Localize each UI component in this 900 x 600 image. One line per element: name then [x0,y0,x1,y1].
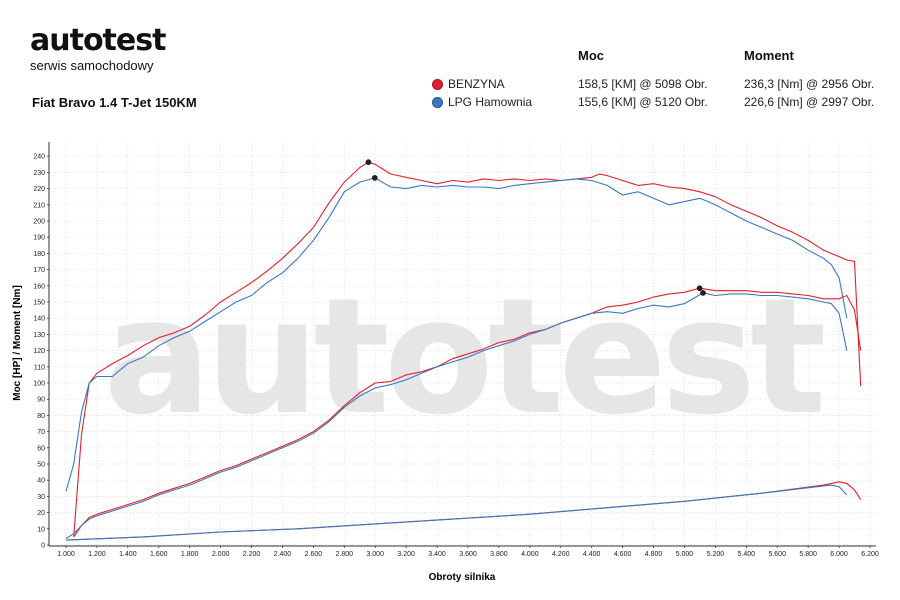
x-axis-label: Obroty silnika [429,572,496,583]
brand-logo: autotest serwis samochodowy [30,23,166,74]
x-tick-label: 2.400 [274,551,292,558]
legend-power-value: 158,5 [KM] @ 5098 Obr. [578,77,708,91]
x-tick-label: 5.000 [676,551,694,558]
x-tick-label: 5.600 [768,551,786,558]
y-tick-label: 210 [33,202,45,209]
series-line-power [65,292,848,539]
x-tick-label: 4.200 [552,551,570,558]
x-tick-label: 2.600 [305,551,323,558]
peak-marker [365,159,372,166]
series-line-torque [73,161,862,537]
y-tick-label: 240 [33,154,45,161]
x-tick-label: 4.000 [521,551,539,558]
x-tick-label: 2.200 [243,551,261,558]
tick-labels: 0 10 20 30 40 50 60 70 80 90 100 110 120 130 140 150 160… [33,154,879,558]
y-tick-label: 60 [37,445,45,452]
grid [49,142,876,546]
y-tick-label: 20 [37,510,45,517]
legend-power-value: 155,6 [KM] @ 5120 Obr. [578,95,708,109]
x-tick-label: 1.800 [181,551,199,558]
legend-entry-benzyna: BENZYNA [433,77,505,91]
y-tick-label: 130 [33,332,45,339]
logo-subtitle: serwis samochodowy [30,58,154,73]
y-tick-label: 70 [37,429,45,436]
peak-marker [696,285,703,292]
x-tick-label: 5.200 [707,551,725,558]
y-tick-label: 110 [34,364,45,371]
y-tick-label: 190 [33,235,45,242]
x-tick-label: 3.200 [397,551,415,558]
x-tick-label: 4.400 [583,551,601,558]
y-tick-label: 150 [33,300,45,307]
y-tick-label: 140 [33,316,45,323]
y-tick-label: 90 [37,397,45,404]
legend-torque-value: 236,3 [Nm] @ 2956 Obr. [744,77,875,91]
y-tick-label: 230 [33,170,45,177]
peak-markers [365,159,706,296]
x-tick-label: 4.600 [614,551,632,558]
series-lines [65,161,862,541]
legend-label: BENZYNA [448,77,505,91]
y-tick-label: 160 [33,283,45,290]
y-tick-label: 200 [33,219,45,226]
legend-dot-red-icon [433,80,442,89]
legend-label: LPG Hamownia [448,95,533,109]
y-tick-label: 80 [37,413,45,420]
x-tick-label: 6.000 [830,551,848,558]
y-tick-label: 10 [37,526,45,533]
plot-area [49,142,876,546]
x-tick-label: 3.400 [428,551,446,558]
y-tick-label: 220 [33,186,45,193]
y-tick-label: 100 [33,381,45,388]
x-tick-label: 1.200 [88,551,106,558]
series-line-power [73,287,862,538]
x-tick-label: 4.800 [645,551,663,558]
series-line-torque [65,177,848,492]
x-tick-label: 6.200 [861,551,879,558]
column-header-torque: Moment [744,48,794,63]
y-tick-label: 120 [33,348,45,355]
y-tick-label: 170 [33,267,45,274]
x-tick-label: 3.800 [490,551,508,558]
legend-dot-blue-icon [433,98,442,107]
x-tick-label: 1.400 [119,551,137,558]
y-tick-label: 50 [37,462,45,469]
logo-wordmark: autotest [30,23,166,58]
x-tick-label: 2.800 [336,551,354,558]
peak-marker [371,175,378,181]
x-tick-label: 3.000 [366,551,384,558]
peak-marker [700,290,706,296]
y-tick-label: 0 [41,543,45,550]
x-tick-label: 1.600 [150,551,168,558]
x-tick-label: 5.400 [738,551,756,558]
legend-entry-lpg: LPG Hamownia [433,95,532,109]
legend-torque-value: 226,6 [Nm] @ 2997 Obr. [744,95,875,109]
column-header-power: Moc [578,48,604,63]
axes [47,142,876,548]
x-tick-label: 1.000 [57,551,75,558]
series-line-aux [65,484,848,541]
x-tick-label: 2.000 [212,551,230,558]
car-title: Fiat Bravo 1.4 T-Jet 150KM [32,95,197,110]
y-axis-label: Moc [HP] / Moment [Nm] [12,285,23,401]
y-tick-label: 30 [37,494,45,501]
x-tick-label: 5.800 [799,551,817,558]
x-tick-label: 3.600 [459,551,477,558]
y-tick-label: 180 [33,251,45,258]
y-tick-label: 40 [37,478,45,485]
